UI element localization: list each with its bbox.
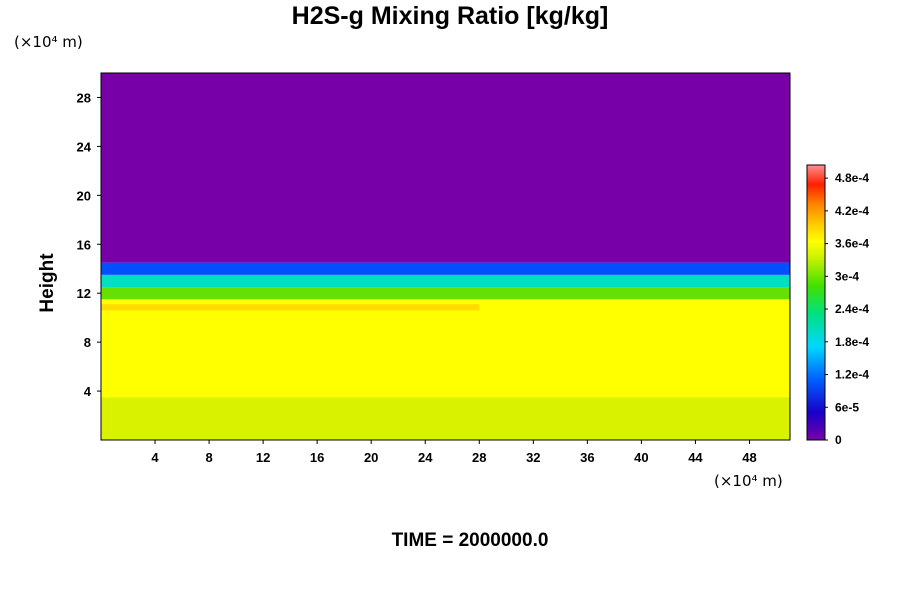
- colorbar-tick-label: 4.8e-4: [835, 171, 869, 185]
- plot-frame: [100, 72, 791, 441]
- x-tick-label: 8: [205, 450, 212, 465]
- chart-title: H2S-g Mixing Ratio [kg/kg]: [291, 2, 609, 30]
- colorbar-gradient: [806, 164, 826, 441]
- y-axis-ticks: 4 8 12 16 20 24 28: [77, 90, 101, 399]
- colorbar-tick-label: 0: [835, 433, 842, 447]
- y-tick-label: 12: [77, 286, 91, 301]
- colorbar-tick-label: 2.4e-4: [835, 302, 869, 316]
- x-tick-label: 36: [580, 450, 594, 465]
- field-region-0: [101, 397, 790, 440]
- x-tick-label: 48: [742, 450, 756, 465]
- y-tick-label: 24: [77, 139, 92, 154]
- x-tick-label: 44: [688, 450, 703, 465]
- y-tick-label: 16: [77, 237, 91, 252]
- colorbar-tick-label: 1.2e-4: [835, 368, 869, 382]
- x-tick-label: 24: [418, 450, 433, 465]
- field-region-4: [101, 274, 790, 288]
- x-axis-ticks: 4 8 12 16 20 24 28 32 36 40 44 48: [151, 440, 757, 465]
- time-label: TIME = 2000000.0: [391, 530, 549, 551]
- colorbar-tick-label: 3.6e-4: [835, 237, 869, 251]
- x-tick-label: 12: [256, 450, 270, 465]
- y-tick-label: 28: [77, 90, 91, 105]
- colorbar: 0 6e-5 1.2e-4 1.8e-4 2.4e-4 3e-4 3.6e-4 4.2e-4 4…: [806, 164, 869, 447]
- field-region-1: [101, 299, 790, 398]
- field-layers: [101, 73, 790, 440]
- x-tick-label: 28: [472, 450, 486, 465]
- y-tick-label: 20: [77, 188, 91, 203]
- colorbar-tick-label: 6e-5: [835, 400, 859, 414]
- colorbar-tick-label: 3e-4: [835, 269, 859, 283]
- x-tick-label: 40: [634, 450, 648, 465]
- y-axis-unit: (×10⁴ m): [14, 33, 83, 51]
- colorbar-ticks: 0 6e-5 1.2e-4 1.8e-4 2.4e-4 3e-4 3.6e-4 4.2e-4 4…: [825, 171, 869, 447]
- field-region-3: [101, 287, 790, 300]
- colorbar-tick-label: 1.8e-4: [835, 335, 869, 349]
- colorbar-tick-label: 4.2e-4: [835, 204, 869, 218]
- field-region-2: [101, 304, 480, 311]
- field-region-5: [101, 262, 790, 275]
- x-axis-unit: (×10⁴ m): [714, 472, 783, 490]
- x-tick-label: 20: [364, 450, 378, 465]
- x-tick-label: 32: [526, 450, 540, 465]
- field-region-6: [101, 73, 790, 263]
- x-tick-label: 4: [151, 450, 159, 465]
- y-tick-label: 4: [84, 384, 92, 399]
- y-tick-label: 8: [84, 335, 91, 350]
- x-tick-label: 16: [310, 450, 324, 465]
